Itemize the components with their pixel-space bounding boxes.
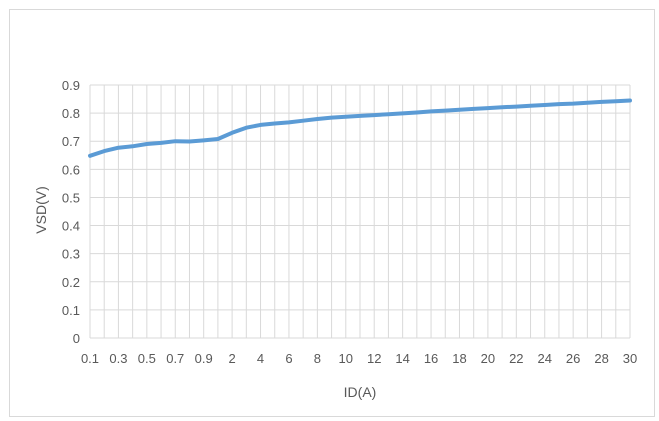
x-tick-label: 2 <box>228 351 235 366</box>
x-tick-label: 14 <box>395 351 409 366</box>
y-tick-label: 0.5 <box>62 190 80 205</box>
x-tick-label: 4 <box>257 351 264 366</box>
x-tick-label: 16 <box>424 351 438 366</box>
x-tick-label: 0.3 <box>109 351 127 366</box>
x-tick-label: 0.7 <box>166 351 184 366</box>
gridlines <box>89 84 631 339</box>
y-tick-label: 0.6 <box>62 162 80 177</box>
x-tick-label: 8 <box>314 351 321 366</box>
series-layer <box>88 98 632 158</box>
y-tick-label: 0.9 <box>62 78 80 93</box>
y-tick-label: 0 <box>73 331 80 346</box>
x-tick-label: 6 <box>285 351 292 366</box>
x-tick-label: 10 <box>339 351 353 366</box>
y-tick-label: 0.1 <box>62 303 80 318</box>
x-tick-label: 0.9 <box>195 351 213 366</box>
x-tick-label: 18 <box>452 351 466 366</box>
y-tick-label: 0.3 <box>62 247 80 262</box>
x-axis-title: ID(A) <box>344 384 377 400</box>
y-axis-ticks: 0 0.1 0.2 0.3 0.4 0.5 0.6 0.7 0.8 0.9 <box>62 78 80 346</box>
x-tick-label: 22 <box>509 351 523 366</box>
x-tick-label: 20 <box>481 351 495 366</box>
y-tick-label: 0.7 <box>62 134 80 149</box>
y-tick-label: 0.2 <box>62 275 80 290</box>
x-axis-ticks: 0.1 0.3 0.5 0.7 0.9 2 4 6 8 10 12 14 16 18 20 22 24 26 28 3… <box>81 351 637 366</box>
x-tick-label: 0.5 <box>138 351 156 366</box>
y-axis-title: VSD(V) <box>33 186 49 233</box>
x-tick-label: 26 <box>566 351 580 366</box>
series-line <box>88 98 632 158</box>
x-tick-label: 30 <box>623 351 637 366</box>
y-tick-label: 0.8 <box>62 106 80 121</box>
x-tick-label: 24 <box>538 351 552 366</box>
x-tick-label: 28 <box>594 351 608 366</box>
x-tick-label: 0.1 <box>81 351 99 366</box>
x-tick-label: 12 <box>367 351 381 366</box>
y-tick-label: 0.4 <box>62 219 80 234</box>
